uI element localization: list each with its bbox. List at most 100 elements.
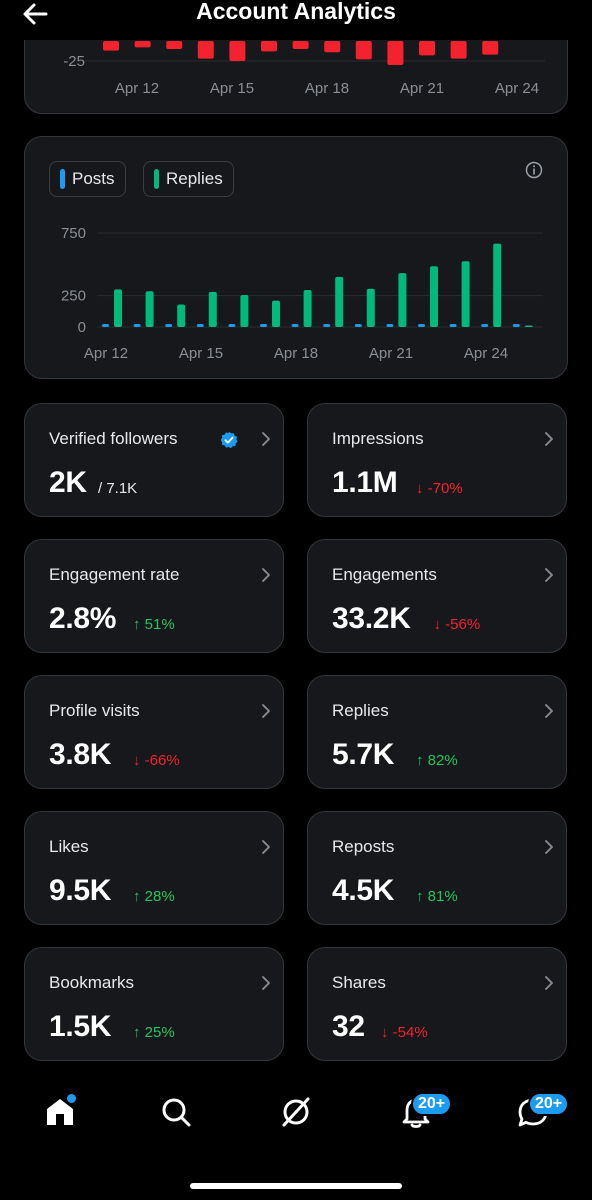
metric-label: Shares bbox=[332, 973, 386, 992]
metric-label: Reposts bbox=[332, 837, 395, 856]
posts-bar[interactable] bbox=[323, 324, 331, 327]
metric-value: 2.8% bbox=[49, 602, 117, 635]
metric-value: 1.5K bbox=[49, 1010, 112, 1043]
x-tick-label: Apr 12 bbox=[115, 80, 159, 97]
metric-change-value: 81% bbox=[427, 888, 458, 905]
replies-bar[interactable] bbox=[335, 276, 344, 327]
y-tick-label: 0 bbox=[78, 319, 86, 336]
y-tick-label: 750 bbox=[61, 225, 86, 242]
replies-bar[interactable] bbox=[493, 243, 502, 327]
net-bar[interactable] bbox=[261, 41, 277, 52]
posts-bar[interactable] bbox=[260, 324, 267, 327]
metric-change: ↓ -70% bbox=[416, 480, 463, 497]
metric-card-engagement-rate[interactable]: Engagement rate 2.8% ↑ 51% bbox=[24, 539, 284, 653]
replies-bar[interactable] bbox=[303, 290, 312, 327]
posts-bar[interactable] bbox=[449, 324, 457, 327]
metric-change: ↑ 81% bbox=[416, 888, 458, 905]
net-bar[interactable] bbox=[134, 41, 151, 48]
net-bar[interactable] bbox=[103, 41, 119, 51]
metric-change: ↑ 28% bbox=[133, 888, 175, 905]
chevron-right-icon bbox=[262, 840, 270, 854]
metric-card-verified-followers[interactable]: Verified followers 2K / 7.1K bbox=[24, 403, 284, 517]
y-tick-label: -25 bbox=[63, 53, 85, 70]
metric-card-engagements[interactable]: Engagements 33.2K ↓ -56% bbox=[307, 539, 567, 653]
search-icon[interactable] bbox=[158, 1094, 194, 1130]
metric-card-shares[interactable]: Shares 32 ↓ -54% bbox=[307, 947, 567, 1061]
net-bar[interactable] bbox=[450, 41, 467, 59]
grok-icon[interactable] bbox=[278, 1094, 314, 1130]
posts-bar[interactable] bbox=[196, 324, 204, 327]
arrow-up-icon: ↑ bbox=[416, 752, 428, 769]
metric-card-impressions[interactable]: Impressions 1.1M ↓ -70% bbox=[307, 403, 567, 517]
metric-value: 32 bbox=[332, 1010, 365, 1043]
replies-swatch bbox=[154, 169, 159, 189]
metric-card-replies[interactable]: Replies 5.7K ↑ 82% bbox=[307, 675, 567, 789]
net-bar[interactable] bbox=[197, 41, 214, 59]
posts-bar[interactable] bbox=[133, 324, 141, 327]
replies-bar[interactable] bbox=[524, 325, 533, 328]
replies-bar[interactable] bbox=[430, 266, 438, 327]
net-bar[interactable] bbox=[482, 41, 499, 55]
net-bar[interactable] bbox=[419, 41, 435, 56]
posts-bar[interactable] bbox=[386, 324, 394, 327]
notifications-badge: 20+ bbox=[411, 1092, 453, 1116]
replies-bar[interactable] bbox=[208, 291, 217, 327]
posts-bar[interactable] bbox=[481, 324, 489, 327]
replies-bar[interactable] bbox=[240, 295, 249, 327]
back-arrow-icon[interactable] bbox=[20, 0, 50, 28]
metric-card-reposts[interactable]: Reposts 4.5K ↑ 81% bbox=[307, 811, 567, 925]
metric-value: 5.7K bbox=[332, 738, 395, 771]
replies-bar[interactable] bbox=[461, 261, 470, 327]
net-bar[interactable] bbox=[387, 41, 404, 65]
metric-card-profile-visits[interactable]: Profile visits 3.8K ↓ -66% bbox=[24, 675, 284, 789]
net-bar[interactable] bbox=[355, 41, 372, 60]
arrow-up-icon: ↑ bbox=[133, 1024, 145, 1041]
replies-bar[interactable] bbox=[272, 300, 280, 327]
net-bar[interactable] bbox=[166, 41, 183, 49]
replies-bar[interactable] bbox=[177, 304, 186, 327]
x-tick-label: Apr 15 bbox=[179, 345, 223, 362]
home-unread-dot bbox=[67, 1094, 76, 1103]
home-icon[interactable] bbox=[42, 1094, 78, 1130]
metric-card-bookmarks[interactable]: Bookmarks 1.5K ↑ 25% bbox=[24, 947, 284, 1061]
legend-posts[interactable]: Posts bbox=[49, 161, 126, 197]
chevron-right-icon bbox=[545, 840, 553, 854]
replies-bar[interactable] bbox=[366, 288, 375, 327]
chevron-right-icon bbox=[262, 432, 270, 446]
metric-change-value: -56% bbox=[445, 616, 481, 633]
posts-bar[interactable] bbox=[418, 324, 425, 327]
y-tick-label: 250 bbox=[61, 288, 86, 305]
replies-bar[interactable] bbox=[114, 289, 122, 327]
posts-bar[interactable] bbox=[228, 324, 236, 327]
metric-change: ↑ 82% bbox=[416, 752, 458, 769]
top-bar: Account Analytics bbox=[0, 0, 592, 40]
arrow-down-icon: ↓ bbox=[133, 752, 145, 769]
metric-change-value: 82% bbox=[427, 752, 458, 769]
metric-label: Likes bbox=[49, 837, 89, 856]
posts-bar[interactable] bbox=[291, 324, 299, 327]
metric-change: ↑ 51% bbox=[133, 616, 175, 633]
metric-change-value: 51% bbox=[144, 616, 175, 633]
posts-bar[interactable] bbox=[354, 324, 362, 327]
net-bar[interactable] bbox=[324, 41, 341, 53]
net-bar[interactable] bbox=[229, 41, 246, 61]
posts-swatch bbox=[60, 169, 65, 189]
posts-bar[interactable] bbox=[102, 324, 109, 327]
metric-value: 2K bbox=[49, 466, 87, 499]
replies-bar[interactable] bbox=[145, 291, 154, 327]
metric-card-likes[interactable]: Likes 9.5K ↑ 28% bbox=[24, 811, 284, 925]
posts-bar[interactable] bbox=[165, 324, 173, 327]
activity-chart: 0 250 750 Apr 12 Apr 15 Apr 18 Apr 21 Apr 24 bbox=[61, 225, 543, 362]
arrow-up-icon: ↑ bbox=[133, 888, 145, 905]
net-bar[interactable] bbox=[292, 41, 309, 49]
posts-bar[interactable] bbox=[512, 324, 520, 327]
x-tick-label: Apr 24 bbox=[495, 80, 539, 97]
net-change-chart: -25 Apr 12 Apr 15 Apr 18 Apr 21 Apr 24 bbox=[63, 41, 545, 97]
legend-replies-label: Replies bbox=[166, 169, 223, 188]
legend-replies[interactable]: Replies bbox=[143, 161, 234, 197]
metric-label: Replies bbox=[332, 701, 389, 720]
metric-change-value: -66% bbox=[144, 752, 180, 769]
x-tick-label: Apr 12 bbox=[84, 345, 128, 362]
replies-bar[interactable] bbox=[398, 273, 407, 327]
info-icon[interactable] bbox=[525, 161, 543, 179]
